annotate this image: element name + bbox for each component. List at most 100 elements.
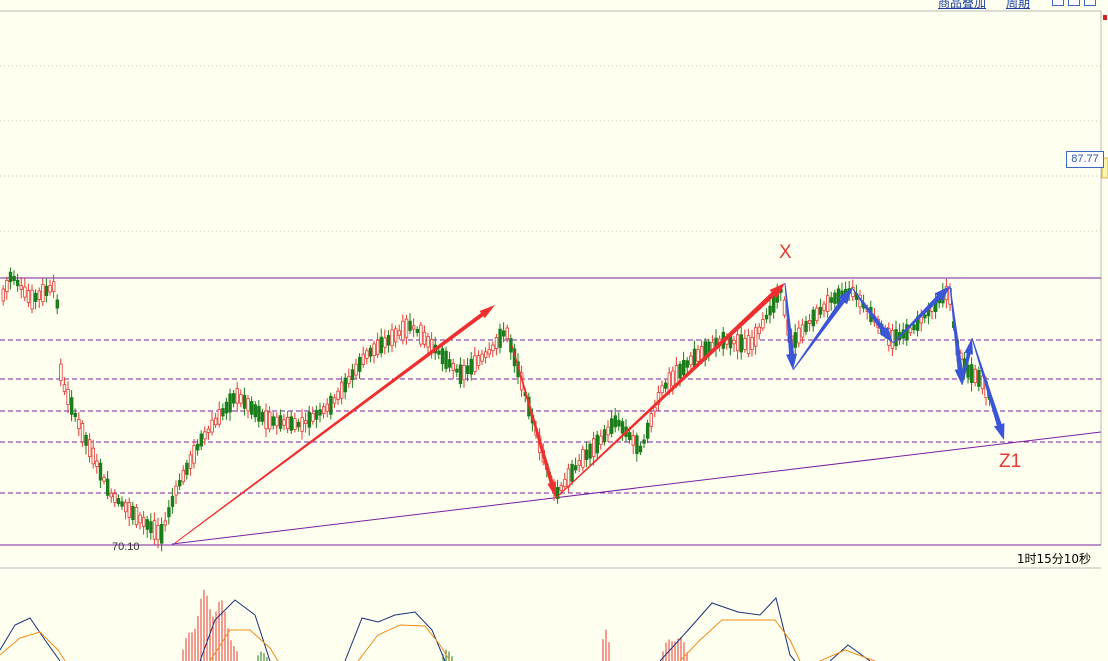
candle-body [656,392,661,405]
countdown-timer: 1时15分10秒 [1016,552,1091,566]
maximize-button[interactable] [1084,0,1096,6]
candle-body [52,281,56,292]
candle-body [462,365,466,381]
candle-body [476,355,481,367]
candle-body [743,337,747,350]
candle-body [465,365,470,374]
candle-body [635,435,639,455]
price-marker: 87.77 [1066,151,1104,168]
candle-body [91,447,95,465]
candle-body [141,516,146,527]
period-link[interactable]: 周期 [1006,0,1031,10]
candle-body [804,320,808,333]
candle-body [285,416,290,430]
candle-body [671,370,675,387]
candle-body [48,285,52,293]
candle-body [138,514,142,524]
candle-body [332,397,337,404]
candle-body [271,416,275,426]
candle-body [156,525,160,541]
candle-body [808,320,812,324]
candle-body [1,288,5,302]
overlay-link[interactable]: 商品叠加 [938,0,987,10]
candle-body [610,418,614,434]
candle-body [437,350,441,355]
candle-body [66,388,70,406]
candle-body [570,463,574,482]
candle-body [311,412,315,422]
candle-body [350,369,355,381]
candle-body [289,416,293,431]
candle-body [487,348,491,355]
candle-body [473,355,477,372]
candle-body [811,309,815,327]
candle-body [894,329,898,347]
restore-button[interactable] [1068,0,1080,6]
candle-body [682,359,686,376]
candle-body [185,462,189,475]
candle-body [361,353,365,365]
candle-body [451,363,455,371]
candle-body [19,285,23,290]
candle-body [365,350,369,359]
candle-body [181,469,185,483]
candle-body [275,416,279,427]
candle-body [584,449,589,461]
candle-body [480,353,484,362]
macd-dif-line [0,617,61,661]
candle-body [973,368,977,384]
candle-body [73,412,77,418]
candle-body [102,477,106,482]
candle-body [977,369,981,387]
candle-body [98,462,103,481]
candle-body [829,297,833,303]
candle-body [192,445,196,464]
candle-body [321,406,326,414]
candle-body [278,415,283,429]
candle-body [577,459,581,466]
candle-body [966,364,970,378]
candle-body [606,426,610,436]
candle-body [213,417,218,426]
candle-body [664,382,668,389]
candle-body [88,439,92,458]
candle-body [581,449,585,468]
candle-body [231,393,236,404]
candle-body [386,334,391,346]
candle-body [397,330,401,336]
candle-body [768,305,772,316]
wave-arrow-up [792,288,852,371]
candle-body [41,284,45,303]
macd-dif-line [659,596,796,661]
candle-body [458,364,463,384]
candle-body [422,331,427,345]
candle-body [30,289,34,310]
candle-body [296,421,301,428]
candle-body [354,363,358,376]
candle-body [393,328,398,343]
candle-body [106,478,110,496]
candle-body [149,521,153,534]
minimize-button[interactable] [1052,0,1064,6]
candle-body [631,435,635,446]
candle-body [170,495,175,507]
candle-body [145,519,149,530]
candle-body [592,438,596,457]
candle-body [491,344,495,352]
candle-body [483,351,488,358]
candle-body [84,434,88,446]
candle-body [307,411,311,428]
candle-body [62,384,67,392]
candle-body [224,401,229,414]
macd-dif-line [829,644,871,661]
candle-body [761,319,765,329]
candle-body [390,329,394,347]
candle-body [368,347,373,357]
wave-arrow-up [961,338,973,386]
candle-body [469,358,473,375]
candle-body [116,498,121,504]
candle-body [357,356,362,372]
candle-body [12,275,16,282]
candle-body [613,415,617,428]
candle-body [228,393,232,413]
